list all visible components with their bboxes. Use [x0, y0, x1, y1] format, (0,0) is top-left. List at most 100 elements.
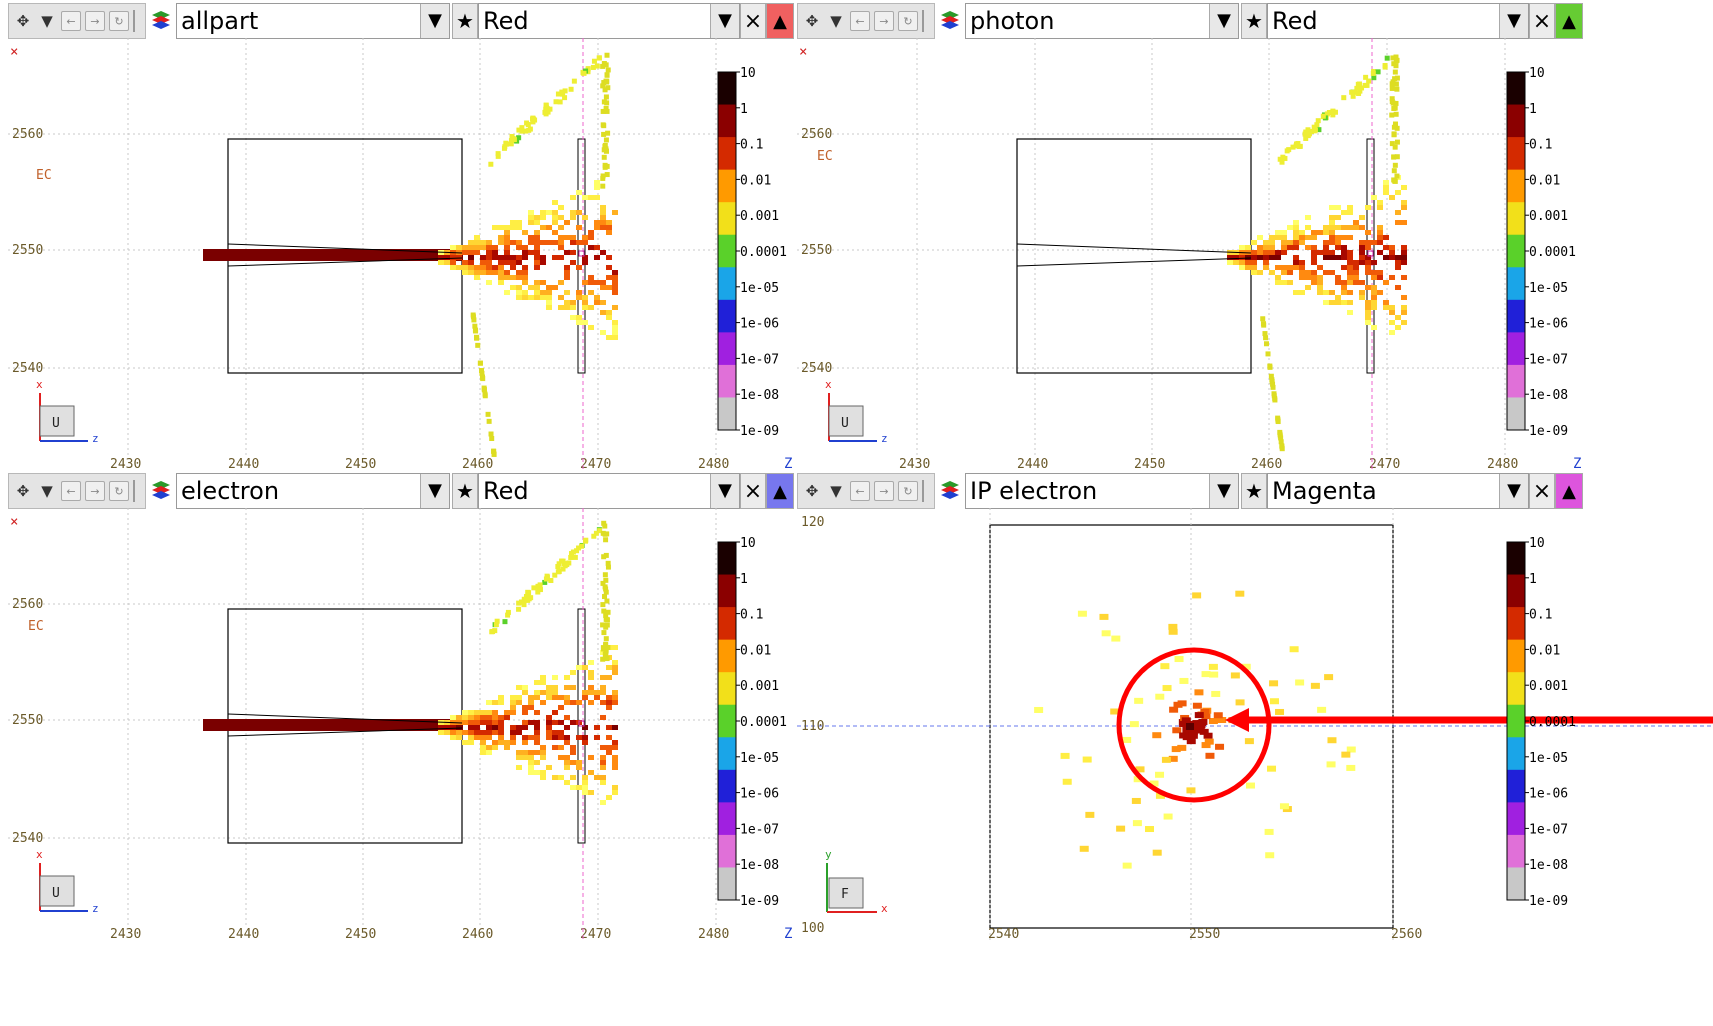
corner-mark: × — [799, 44, 807, 60]
back-icon[interactable]: ← — [61, 481, 81, 501]
shower-cell — [522, 685, 528, 690]
chevron-down-icon[interactable]: ▼ — [420, 4, 449, 38]
chevron-down-icon[interactable]: ▼ — [1499, 4, 1528, 38]
star-icon[interactable]: ★ — [452, 473, 478, 509]
shower-cell — [468, 245, 474, 250]
shower-cell — [474, 265, 480, 270]
shower-cell — [474, 240, 480, 245]
dataset-combo[interactable]: electron ▼ — [176, 473, 450, 509]
close-icon[interactable]: × — [1529, 473, 1555, 509]
triangle-icon[interactable]: ▲ — [766, 3, 794, 39]
colorbar-label: 1e-05 — [1529, 281, 1568, 296]
back-icon[interactable]: ← — [850, 481, 870, 501]
chevron-down-icon[interactable]: ▼ — [1499, 474, 1528, 508]
dropdown-icon[interactable]: ▼ — [830, 482, 842, 500]
shower-cell — [579, 543, 585, 549]
front-plot[interactable]: 2540 2550 2560 120 110 100 Fy x 10 1 0.1 0.01 0.001 0… — [797, 508, 1713, 940]
forward-icon[interactable]: → — [85, 11, 105, 31]
star-icon[interactable]: ★ — [1241, 473, 1267, 509]
reload-icon[interactable]: ↻ — [109, 481, 129, 501]
shower-cell — [534, 250, 540, 255]
shower-cell — [522, 725, 528, 730]
reload-icon[interactable]: ↻ — [898, 11, 918, 31]
back-icon[interactable]: ← — [61, 11, 81, 31]
beam-core — [203, 249, 463, 261]
back-icon[interactable]: ← — [850, 11, 870, 31]
triangle-icon[interactable]: ▲ — [1555, 473, 1583, 509]
move-icon[interactable]: ✥ — [16, 12, 30, 30]
dataset-combo[interactable]: IP electron ▼ — [965, 473, 1239, 509]
hit-cell — [1135, 766, 1145, 773]
separator — [133, 10, 135, 32]
move-icon[interactable]: ✥ — [16, 482, 30, 500]
move-icon[interactable]: ✥ — [805, 482, 819, 500]
star-icon[interactable]: ★ — [1241, 3, 1267, 39]
color-combo[interactable]: Red ▼ — [478, 473, 740, 509]
shower-cell — [582, 785, 588, 790]
shower-cell — [1278, 439, 1284, 445]
triangle-icon[interactable]: ▲ — [766, 473, 794, 509]
shower-cell — [450, 735, 456, 740]
side-plot[interactable]: 2430 2440 2450 2460 2470 2480 2560 2550 2540 EC × Z… — [797, 38, 1713, 470]
shower-cell — [1317, 230, 1323, 235]
color-combo[interactable]: Red ▼ — [1267, 3, 1529, 39]
shower-cell — [1312, 126, 1318, 132]
shower-cell — [474, 710, 480, 715]
shower-cell — [606, 310, 612, 315]
shower-cell — [602, 572, 608, 578]
colorbar-segment — [1507, 299, 1525, 333]
shower-cell — [1377, 270, 1383, 275]
side-plot[interactable]: 2430 2440 2450 2460 2470 2480 2560 2550 2540 EC × Z… — [8, 38, 796, 470]
shower-cell — [535, 589, 541, 595]
colorbar-label: 1e-05 — [740, 751, 779, 766]
shower-cell — [603, 552, 609, 558]
triangle-icon[interactable]: ▲ — [1555, 3, 1583, 39]
chevron-down-icon[interactable]: ▼ — [1209, 474, 1238, 508]
dropdown-icon[interactable]: ▼ — [41, 12, 53, 30]
forward-icon[interactable]: → — [85, 481, 105, 501]
nav-toolbar: ✥ ▼ ← → ↻ — [8, 3, 146, 39]
chevron-down-icon[interactable]: ▼ — [1209, 4, 1238, 38]
dataset-combo[interactable]: photon ▼ — [965, 3, 1239, 39]
shower-cell — [1245, 265, 1251, 270]
hit-cell — [1208, 663, 1218, 670]
side-plot[interactable]: 2430 2440 2450 2460 2470 2480 2560 2550 2540 EC × Z… — [8, 508, 796, 940]
shower-cell — [1293, 255, 1299, 260]
hit-cell — [1101, 630, 1111, 637]
shower-cell — [1329, 250, 1335, 255]
shower-cell — [498, 725, 504, 730]
dropdown-icon[interactable]: ▼ — [830, 12, 842, 30]
shower-cell — [491, 451, 497, 457]
shower-cell — [1320, 113, 1326, 119]
shower-cell — [438, 730, 444, 735]
shower-cell — [1311, 260, 1317, 265]
shower-cell — [576, 700, 582, 705]
shower-cell — [534, 730, 540, 735]
shower-cell — [536, 586, 542, 592]
reload-icon[interactable]: ↻ — [898, 481, 918, 501]
shower-cell — [600, 775, 606, 780]
close-icon[interactable]: × — [740, 473, 766, 509]
color-combo[interactable]: Red ▼ — [478, 3, 740, 39]
chevron-down-icon[interactable]: ▼ — [710, 4, 739, 38]
shower-cell — [1366, 78, 1372, 84]
dataset-combo[interactable]: allpart ▼ — [176, 3, 450, 39]
shower-cell — [600, 656, 606, 662]
close-icon[interactable]: × — [740, 3, 766, 39]
move-icon[interactable]: ✥ — [805, 12, 819, 30]
reload-icon[interactable]: ↻ — [109, 11, 129, 31]
shower-cell — [516, 245, 522, 250]
shower-cell — [1299, 260, 1305, 265]
chevron-down-icon[interactable]: ▼ — [710, 474, 739, 508]
shower-cell — [526, 127, 532, 133]
star-icon[interactable]: ★ — [452, 3, 478, 39]
color-combo[interactable]: Magenta ▼ — [1267, 473, 1529, 509]
axis-letter: y — [825, 848, 832, 861]
close-icon[interactable]: × — [1529, 3, 1555, 39]
chevron-down-icon[interactable]: ▼ — [420, 474, 449, 508]
shower-cell — [605, 560, 611, 566]
forward-icon[interactable]: → — [874, 11, 894, 31]
colorbar-label: 1e-08 — [1529, 858, 1568, 873]
forward-icon[interactable]: → — [874, 481, 894, 501]
dropdown-icon[interactable]: ▼ — [41, 482, 53, 500]
